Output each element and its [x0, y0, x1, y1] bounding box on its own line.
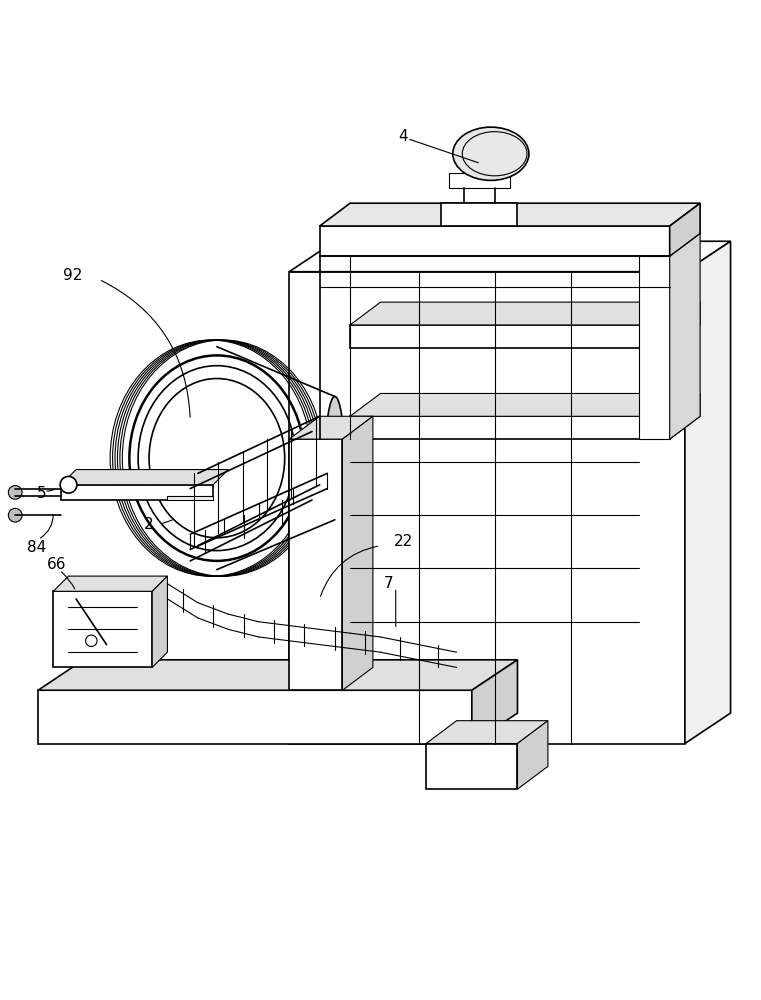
Ellipse shape: [60, 476, 77, 493]
Text: 84: 84: [27, 540, 46, 555]
Polygon shape: [38, 690, 472, 744]
Polygon shape: [289, 241, 731, 272]
Polygon shape: [350, 393, 700, 416]
Polygon shape: [61, 470, 228, 485]
Text: 5: 5: [37, 486, 46, 501]
Text: 4: 4: [399, 129, 408, 144]
Polygon shape: [152, 576, 167, 667]
Polygon shape: [350, 325, 670, 348]
Text: 2: 2: [144, 517, 153, 532]
Polygon shape: [289, 272, 685, 744]
Ellipse shape: [149, 379, 285, 538]
Polygon shape: [670, 234, 700, 439]
Polygon shape: [639, 256, 670, 439]
Polygon shape: [61, 485, 213, 500]
Polygon shape: [342, 416, 373, 690]
Ellipse shape: [8, 486, 22, 499]
Polygon shape: [685, 241, 731, 744]
Polygon shape: [167, 496, 213, 500]
Polygon shape: [472, 660, 517, 744]
Polygon shape: [350, 416, 670, 439]
Ellipse shape: [453, 127, 529, 180]
Text: 22: 22: [393, 534, 413, 549]
Text: 66: 66: [47, 557, 67, 572]
Polygon shape: [289, 416, 373, 439]
Polygon shape: [449, 173, 510, 188]
Ellipse shape: [326, 397, 344, 520]
Polygon shape: [320, 226, 670, 256]
Polygon shape: [670, 393, 700, 439]
Polygon shape: [426, 721, 548, 744]
Polygon shape: [670, 203, 700, 256]
Polygon shape: [350, 302, 700, 325]
Polygon shape: [320, 203, 700, 226]
Polygon shape: [289, 439, 342, 690]
Polygon shape: [441, 203, 517, 226]
Text: 92: 92: [62, 268, 82, 283]
Polygon shape: [670, 302, 700, 348]
Polygon shape: [38, 660, 517, 690]
Ellipse shape: [8, 508, 22, 522]
Polygon shape: [53, 591, 152, 667]
Polygon shape: [53, 576, 167, 591]
Text: 7: 7: [384, 576, 393, 591]
Polygon shape: [426, 744, 517, 789]
Polygon shape: [517, 721, 548, 789]
